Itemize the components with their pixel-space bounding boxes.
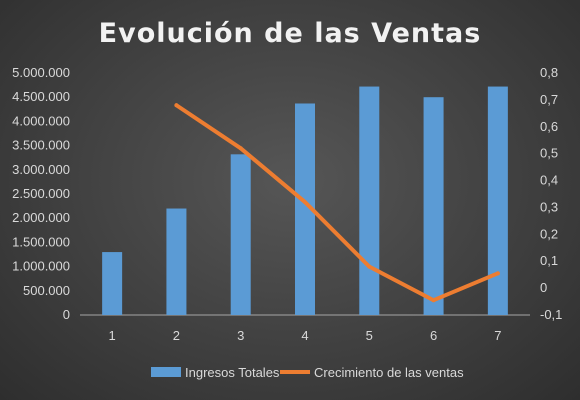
growth-point (174, 103, 179, 108)
growth-line (174, 103, 500, 303)
y-right-tick-label: 0,8 (540, 65, 558, 80)
y-left-tick-label: 5.000.000 (12, 65, 70, 80)
legend-label-line: Crecimiento de las ventas (314, 365, 464, 380)
y-right-tick-label: 0,2 (540, 226, 558, 241)
growth-point (367, 264, 372, 269)
growth-point (238, 146, 243, 151)
bar (487, 86, 508, 315)
y-left-tick-label: 2.000.000 (12, 210, 70, 225)
y-right-tick-label: 0,7 (540, 92, 558, 107)
y-left-tick-label: 1.500.000 (12, 234, 70, 249)
plot-area: 0 500.000 1.000.000 1.500.000 2.000.000 2.500… (12, 65, 562, 343)
bar (295, 103, 315, 315)
legend-label-bars: Ingresos Totales (185, 365, 280, 380)
bar (359, 86, 380, 315)
growth-point (431, 298, 436, 303)
bar (166, 208, 187, 315)
y-left-tick-label: 4.500.000 (12, 89, 70, 104)
x-tick-label: 1 (109, 328, 116, 343)
x-tick-label: 3 (237, 328, 244, 343)
chart-title: Evolución de las Ventas (99, 18, 482, 49)
bar (423, 97, 444, 315)
x-tick-label: 7 (494, 328, 501, 343)
y-left-tick-label: 500.000 (23, 283, 70, 298)
x-tick-label: 5 (366, 328, 373, 343)
y-left-tick-label: 4.000.000 (12, 113, 70, 128)
y-left-tick-label: 2.500.000 (12, 186, 70, 201)
y-right-tick-label: 0,6 (540, 119, 558, 134)
x-tick-label: 2 (173, 328, 180, 343)
bar (102, 252, 123, 315)
y-right-tick-label: -0,1 (540, 307, 562, 322)
y-right-tick-label: 0,5 (540, 146, 558, 161)
y-right-tick-label: 0 (540, 280, 547, 295)
legend-swatch-bars (151, 367, 181, 377)
y-right-tick-label: 0,3 (540, 199, 558, 214)
y-left-tick-label: 3.500.000 (12, 138, 70, 153)
bar (230, 154, 251, 315)
y-right-tick-label: 0,4 (540, 173, 558, 188)
x-tick-label: 4 (301, 328, 308, 343)
growth-point (303, 200, 307, 205)
legend: Ingresos Totales Crecimiento de las vent… (151, 365, 464, 380)
y-right-tick-label: 0,1 (540, 253, 558, 268)
growth-point (495, 271, 500, 276)
x-tick-label: 6 (430, 328, 437, 343)
y-left-tick-label: 0 (63, 307, 70, 322)
y-left-tick-label: 1.000.000 (12, 259, 70, 274)
y-left-tick-label: 3.000.000 (12, 162, 70, 177)
